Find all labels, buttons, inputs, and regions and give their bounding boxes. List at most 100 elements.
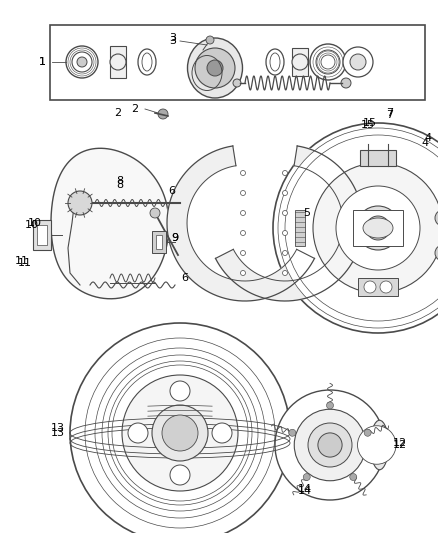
Circle shape <box>212 423 232 443</box>
Text: 9: 9 <box>171 233 179 243</box>
Polygon shape <box>51 148 169 299</box>
Bar <box>156 235 162 249</box>
Circle shape <box>356 206 400 250</box>
Circle shape <box>350 473 357 481</box>
Circle shape <box>336 186 420 270</box>
Circle shape <box>278 128 438 328</box>
Circle shape <box>341 78 351 88</box>
Circle shape <box>283 171 287 175</box>
Ellipse shape <box>138 49 156 75</box>
Text: 5: 5 <box>304 208 311 218</box>
Circle shape <box>233 79 241 87</box>
Circle shape <box>364 429 371 437</box>
Circle shape <box>70 323 290 533</box>
Circle shape <box>364 281 376 293</box>
Circle shape <box>170 465 190 485</box>
Circle shape <box>283 251 287 255</box>
Text: 14: 14 <box>298 484 312 494</box>
Circle shape <box>152 405 208 461</box>
Text: 7: 7 <box>386 110 394 120</box>
Circle shape <box>240 230 246 236</box>
Text: 11: 11 <box>15 256 29 266</box>
Circle shape <box>77 57 87 67</box>
Bar <box>37 225 47 245</box>
Text: 15: 15 <box>361 120 375 130</box>
Text: 4: 4 <box>421 138 428 148</box>
Ellipse shape <box>266 49 284 75</box>
Circle shape <box>316 50 340 74</box>
Circle shape <box>310 44 346 80</box>
Circle shape <box>283 230 287 236</box>
Circle shape <box>318 433 342 457</box>
Text: 13: 13 <box>51 423 65 433</box>
Circle shape <box>380 281 392 293</box>
Text: 10: 10 <box>28 218 42 228</box>
Text: 8: 8 <box>117 180 124 190</box>
Circle shape <box>68 191 92 215</box>
Bar <box>358 278 398 296</box>
Circle shape <box>128 423 148 443</box>
Circle shape <box>273 123 438 333</box>
Text: 6: 6 <box>169 186 176 196</box>
Circle shape <box>343 47 373 77</box>
Circle shape <box>321 55 335 69</box>
Ellipse shape <box>270 53 280 71</box>
Bar <box>360 150 396 166</box>
Text: 15: 15 <box>363 118 377 128</box>
Text: 2: 2 <box>114 108 122 118</box>
Bar <box>152 231 166 253</box>
Bar <box>50 25 425 100</box>
Ellipse shape <box>371 420 389 470</box>
Text: 12: 12 <box>393 438 407 448</box>
Circle shape <box>283 211 287 215</box>
Circle shape <box>162 415 198 451</box>
Text: 11: 11 <box>18 258 32 268</box>
Text: 2: 2 <box>131 104 138 114</box>
Text: 1: 1 <box>39 57 46 67</box>
Circle shape <box>206 36 214 44</box>
Ellipse shape <box>187 38 243 98</box>
Circle shape <box>294 409 366 481</box>
Circle shape <box>435 210 438 226</box>
Circle shape <box>308 423 352 467</box>
Circle shape <box>303 473 310 481</box>
Circle shape <box>292 54 308 70</box>
Circle shape <box>275 390 385 500</box>
Circle shape <box>66 46 98 78</box>
Text: 9: 9 <box>171 233 179 243</box>
Circle shape <box>72 52 92 72</box>
Polygon shape <box>167 146 314 301</box>
Circle shape <box>313 163 438 293</box>
Circle shape <box>122 375 238 491</box>
Circle shape <box>240 190 246 196</box>
Circle shape <box>289 429 296 437</box>
Circle shape <box>158 109 168 119</box>
Circle shape <box>357 426 396 464</box>
Text: 13: 13 <box>51 428 65 438</box>
Circle shape <box>366 216 390 240</box>
Text: 7: 7 <box>386 108 394 118</box>
Circle shape <box>283 190 287 196</box>
Circle shape <box>240 251 246 255</box>
Text: 12: 12 <box>393 440 407 450</box>
Text: 14: 14 <box>298 486 312 496</box>
Text: 4: 4 <box>424 133 431 143</box>
Bar <box>353 210 403 246</box>
Text: 3: 3 <box>170 36 177 46</box>
Circle shape <box>170 381 190 401</box>
Text: 3: 3 <box>170 33 177 43</box>
Circle shape <box>285 135 438 321</box>
Circle shape <box>240 271 246 276</box>
Text: 1: 1 <box>39 57 46 67</box>
Circle shape <box>326 402 333 409</box>
Circle shape <box>240 211 246 215</box>
Bar <box>33 220 51 250</box>
Bar <box>292 48 308 76</box>
Bar <box>110 46 126 78</box>
Circle shape <box>110 54 126 70</box>
Ellipse shape <box>142 53 152 71</box>
Polygon shape <box>215 146 363 301</box>
Circle shape <box>240 171 246 175</box>
Bar <box>295 210 305 246</box>
Text: 10: 10 <box>25 220 39 230</box>
